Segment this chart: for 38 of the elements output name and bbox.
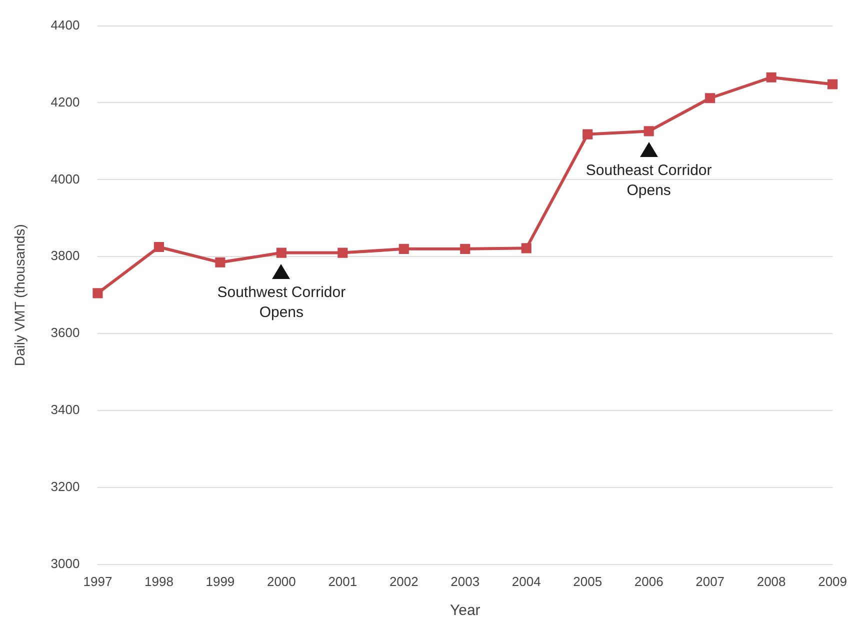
point <box>582 129 593 140</box>
point <box>644 126 654 136</box>
x-axis-title: Year <box>450 602 480 620</box>
point <box>338 248 348 258</box>
x-tick-label: 2009 <box>818 574 847 589</box>
x-tick-label: 2008 <box>756 574 786 589</box>
point <box>92 288 103 298</box>
y-tick-label: 3000 <box>50 556 80 571</box>
x-tick-label: 2006 <box>634 574 664 589</box>
annotation: Southwest Corridor Opens <box>216 282 347 323</box>
x-tick-label: 2000 <box>266 574 296 589</box>
annotation: Southeast Corridor Opens <box>584 161 713 202</box>
y-tick-label: 3800 <box>50 248 80 264</box>
x-tick-label: 2003 <box>450 574 480 589</box>
point <box>828 79 838 90</box>
x-tick-label: 1997 <box>83 574 112 589</box>
point <box>460 244 470 254</box>
y-tick-label: 4200 <box>50 94 80 110</box>
point <box>398 244 409 254</box>
point <box>215 257 226 268</box>
y-tick-label: 4000 <box>50 171 80 186</box>
x-tick-label: 2002 <box>389 574 418 589</box>
x-tick-label: 2007 <box>696 574 725 589</box>
y-tick-label: 3200 <box>50 479 80 494</box>
x-tick-label: 2001 <box>328 574 358 589</box>
point <box>705 93 716 104</box>
x-tick-label: 1998 <box>144 574 174 589</box>
y-tick-label: 4400 <box>50 17 80 32</box>
x-tick-label: 1999 <box>206 574 235 589</box>
point <box>154 242 164 252</box>
y-axis-title: Daily VMT (thousands) <box>11 224 28 366</box>
x-tick-label: 2004 <box>512 574 541 589</box>
point <box>521 243 532 254</box>
point <box>276 248 286 258</box>
x-tick-label: 2005 <box>573 574 602 589</box>
y-tick-label: 3600 <box>50 325 80 340</box>
y-tick-label: 3400 <box>50 402 80 418</box>
point <box>766 72 776 82</box>
